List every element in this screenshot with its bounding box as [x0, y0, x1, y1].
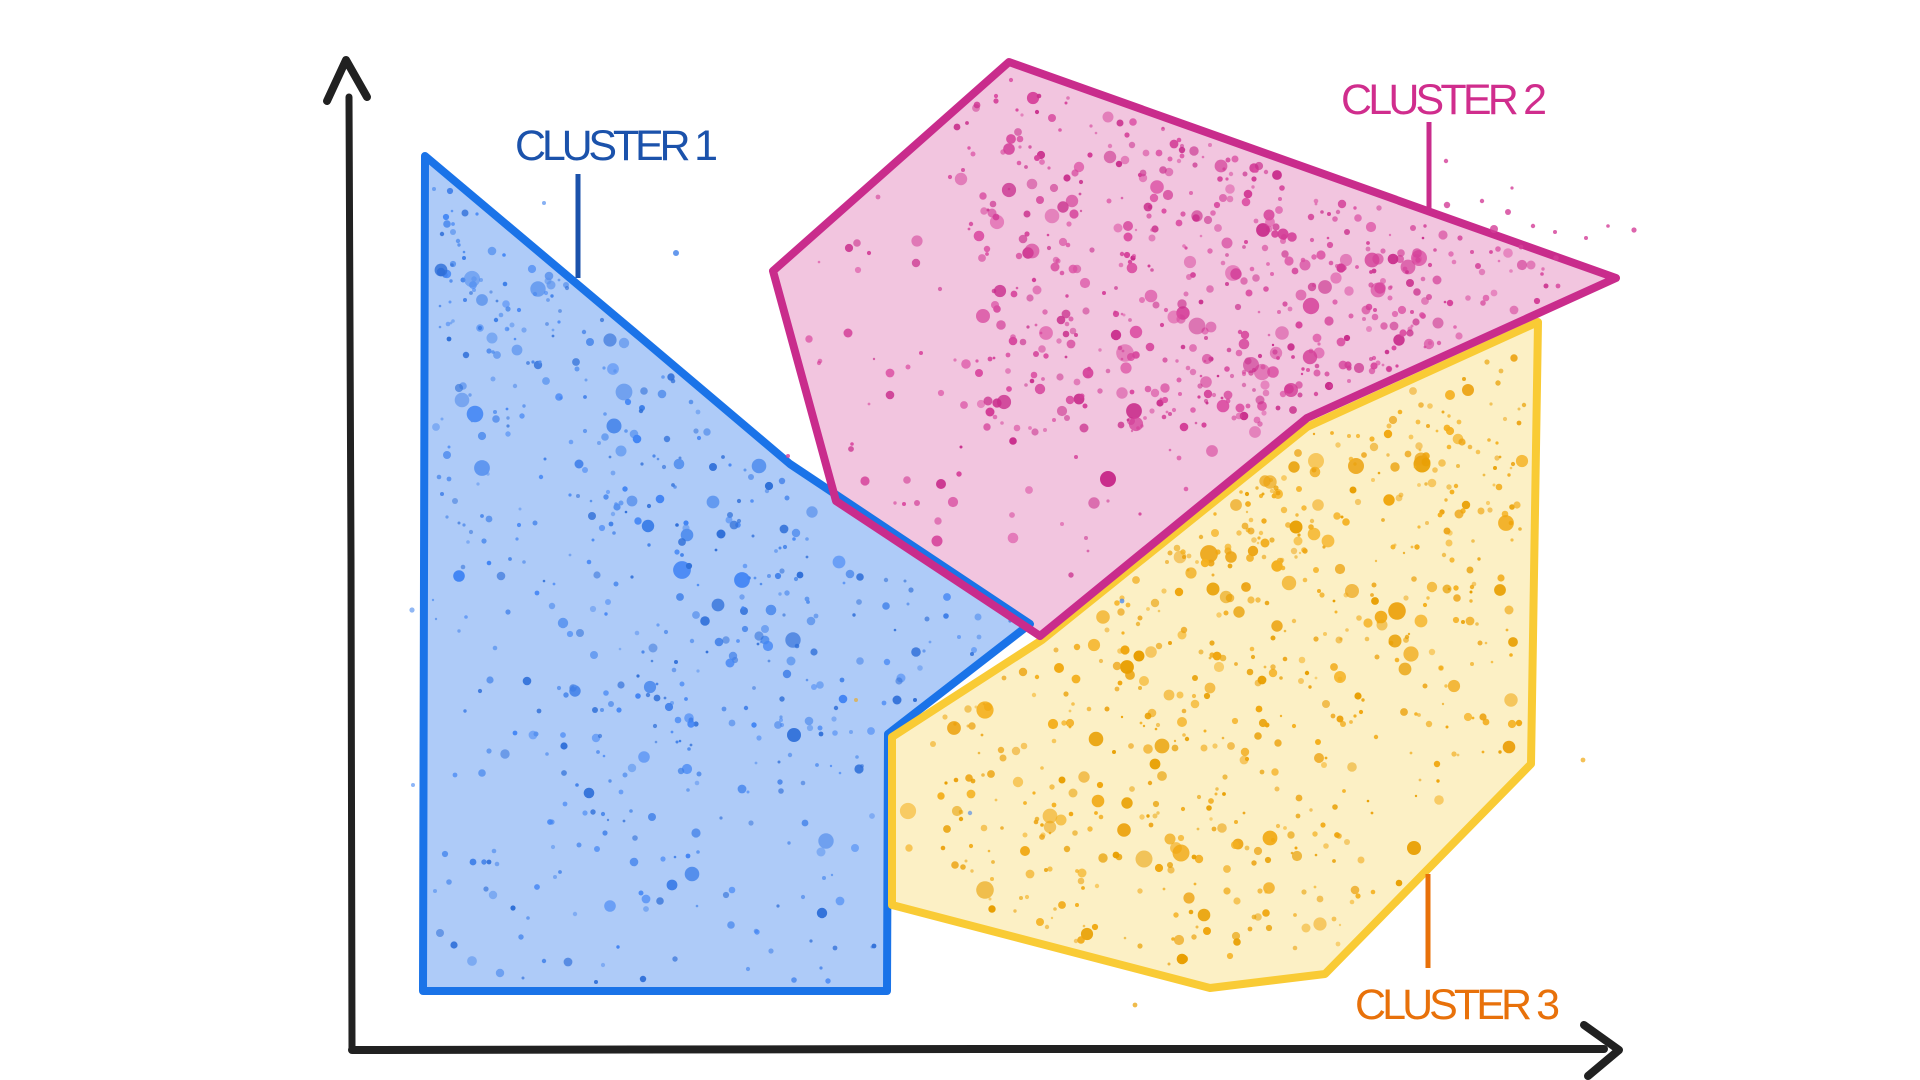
svg-text:CLUSTER 2: CLUSTER 2 — [1341, 76, 1547, 124]
svg-text:CLUSTER 3: CLUSTER 3 — [1355, 981, 1560, 1029]
svg-text:CLUSTER 1: CLUSTER 1 — [515, 122, 718, 170]
